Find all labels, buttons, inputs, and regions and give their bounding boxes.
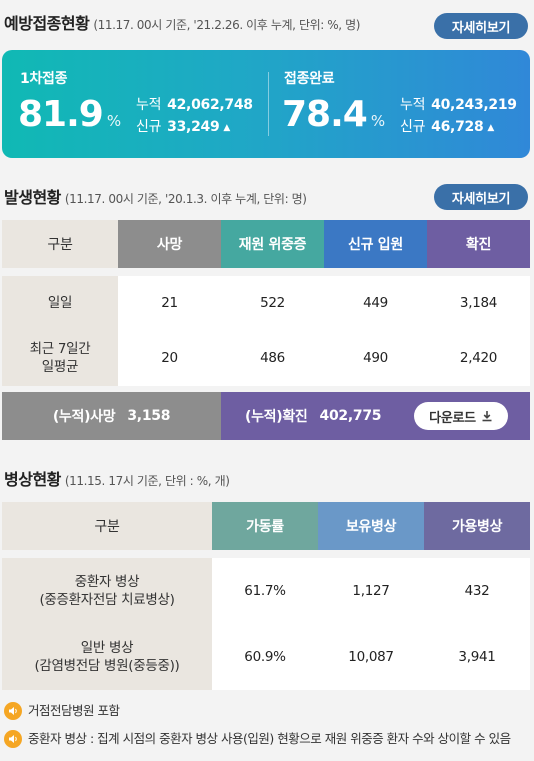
cell-critical: 486 bbox=[221, 330, 324, 386]
completed-new: 46,728 bbox=[431, 119, 484, 135]
cell-admissions: 490 bbox=[324, 330, 427, 386]
total-deaths: (누적)사망 3,158 bbox=[2, 392, 221, 440]
beds-title: 병상현황 bbox=[4, 470, 61, 489]
row-label: 중환자 병상 (중증환자전담 치료병상) bbox=[2, 558, 212, 624]
download-button-label: 다운로드 bbox=[429, 410, 476, 426]
outbreak-note: (11.17. 00시 기준, '20.1.3. 이후 누계, 단위: 명) bbox=[64, 192, 307, 206]
beds-note-1-text: 거점전담병원 포함 bbox=[28, 703, 120, 718]
speaker-icon bbox=[4, 730, 22, 748]
outbreak-col-deaths: 사망 bbox=[118, 220, 221, 268]
outbreak-table: 구분 사망 재원 위중증 신규 입원 확진 일일 21 522 449 3,18… bbox=[2, 220, 530, 386]
download-button[interactable]: 다운로드 bbox=[414, 402, 508, 430]
outbreak-col-critical: 재원 위중증 bbox=[221, 220, 324, 268]
outbreak-col-confirmed: 확진 bbox=[427, 220, 530, 268]
download-icon bbox=[482, 411, 492, 422]
cell-available: 3,941 bbox=[424, 624, 530, 690]
beds-note-1: 거점전담병원 포함 bbox=[4, 702, 120, 720]
first-dose-label: 1차접종 bbox=[20, 71, 68, 87]
triangle-up-icon: ▲ bbox=[487, 123, 495, 133]
cell-occupancy: 61.7% bbox=[212, 558, 318, 624]
cell-confirmed: 3,184 bbox=[427, 276, 530, 330]
beds-col-category: 구분 bbox=[2, 502, 212, 550]
cell-occupancy: 60.9% bbox=[212, 624, 318, 690]
beds-header: 병상현황 (11.15. 17시 기준, 단위 : %, 개) bbox=[4, 466, 230, 490]
beds-note-2-text: 중환자 병상 : 집계 시점의 중환자 병상 사용(입원) 현황으로 재원 위중… bbox=[28, 731, 511, 746]
first-dose-rate: 81.9% bbox=[18, 94, 121, 135]
total-confirmed-value: 402,775 bbox=[319, 408, 382, 424]
cell-critical: 522 bbox=[221, 276, 324, 330]
outbreak-detail-button[interactable]: 자세히보기 bbox=[434, 184, 528, 210]
completed-label: 접종완료 bbox=[284, 71, 335, 87]
first-dose-new-label: 신규 bbox=[136, 119, 162, 135]
completed-rate-value: 78.4 bbox=[282, 94, 368, 135]
completed-cumulative-label: 누적 bbox=[400, 97, 426, 113]
cell-confirmed: 2,420 bbox=[427, 330, 530, 386]
cell-available: 432 bbox=[424, 558, 530, 624]
completed-cumulative: 40,243,219 bbox=[431, 97, 517, 113]
beds-header-row: 구분 가동률 보유병상 가용병상 bbox=[2, 502, 530, 550]
outbreak-col-category: 구분 bbox=[2, 220, 118, 268]
vaccination-note: (11.17. 00시 기준, '21.2.26. 이후 누계, 단위: %, … bbox=[93, 18, 361, 32]
cell-held: 10,087 bbox=[318, 624, 424, 690]
outbreak-title: 발생현황 bbox=[4, 188, 61, 207]
outbreak-header-row: 구분 사망 재원 위중증 신규 입원 확진 bbox=[2, 220, 530, 268]
table-row: 최근 7일간 일평균 20 486 490 2,420 bbox=[2, 330, 530, 386]
beds-note: (11.15. 17시 기준, 단위 : %, 개) bbox=[64, 474, 230, 488]
vaccination-card: 1차접종 81.9% 누적 42,062,748 신규 33,249 ▲ 접종완료 7… bbox=[2, 50, 530, 158]
completed-rate-unit: % bbox=[370, 112, 385, 130]
completed-rate: 78.4% bbox=[282, 94, 385, 135]
row-label: 일반 병상 (감염병전담 병원(중등중)) bbox=[2, 624, 212, 690]
completed-detail: 누적 40,243,219 신규 46,728 ▲ bbox=[400, 94, 517, 139]
row-label: 일일 bbox=[2, 276, 118, 330]
vaccination-divider bbox=[268, 72, 269, 136]
speaker-icon bbox=[4, 702, 22, 720]
total-deaths-label: (누적)사망 bbox=[52, 409, 116, 425]
first-dose-rate-value: 81.9 bbox=[18, 94, 104, 135]
outbreak-col-admissions: 신규 입원 bbox=[324, 220, 427, 268]
cell-deaths: 20 bbox=[118, 330, 221, 386]
beds-col-held: 보유병상 bbox=[318, 502, 424, 550]
total-deaths-value: 3,158 bbox=[127, 408, 171, 424]
vaccination-title: 예방접종현황 bbox=[4, 14, 90, 33]
outbreak-header: 발생현황 (11.17. 00시 기준, '20.1.3. 이후 누계, 단위:… bbox=[4, 184, 307, 208]
beds-table: 구분 가동률 보유병상 가용병상 중환자 병상 (중증환자전담 치료병상) 61… bbox=[2, 502, 530, 690]
first-dose-cumulative: 42,062,748 bbox=[167, 97, 253, 113]
beds-col-available: 가용병상 bbox=[424, 502, 530, 550]
total-confirmed-label: (누적)확진 bbox=[245, 409, 308, 425]
cell-held: 1,127 bbox=[318, 558, 424, 624]
table-row: 중환자 병상 (중증환자전담 치료병상) 61.7% 1,127 432 bbox=[2, 558, 530, 624]
first-dose-new: 33,249 bbox=[167, 119, 220, 135]
triangle-up-icon: ▲ bbox=[223, 123, 231, 133]
beds-note-2: 중환자 병상 : 집계 시점의 중환자 병상 사용(입원) 현황으로 재원 위중… bbox=[4, 730, 528, 748]
outbreak-totals-bar: (누적)사망 3,158 (누적)확진 402,775 다운로드 bbox=[2, 392, 530, 440]
first-dose-detail: 누적 42,062,748 신규 33,249 ▲ bbox=[136, 94, 253, 139]
table-row: 일일 21 522 449 3,184 bbox=[2, 276, 530, 330]
completed-new-label: 신규 bbox=[400, 119, 426, 135]
table-row: 일반 병상 (감염병전담 병원(중등중)) 60.9% 10,087 3,941 bbox=[2, 624, 530, 690]
first-dose-rate-unit: % bbox=[106, 112, 121, 130]
vaccination-detail-button[interactable]: 자세히보기 bbox=[434, 13, 528, 39]
row-label: 최근 7일간 일평균 bbox=[2, 330, 118, 386]
first-dose-cumulative-label: 누적 bbox=[136, 97, 162, 113]
cell-admissions: 449 bbox=[324, 276, 427, 330]
vaccination-header: 예방접종현황 (11.17. 00시 기준, '21.2.26. 이후 누계, … bbox=[4, 10, 360, 34]
total-confirmed: (누적)확진 402,775 다운로드 bbox=[221, 392, 530, 440]
cell-deaths: 21 bbox=[118, 276, 221, 330]
beds-col-occupancy: 가동률 bbox=[212, 502, 318, 550]
